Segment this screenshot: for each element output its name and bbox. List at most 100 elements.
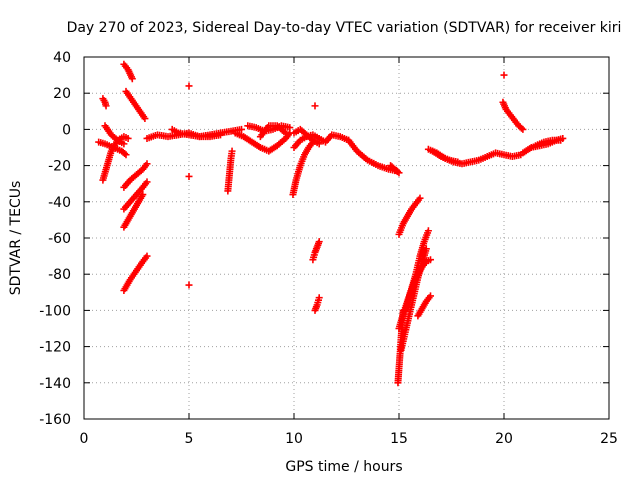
data-point-interp [399,312,407,320]
data-point-interp [214,131,222,139]
data-point-interp [284,123,292,131]
series-arc-15h-2 [395,194,424,238]
x-tick-label: 15 [390,431,408,447]
data-point-interp [125,214,133,222]
series-arc-11h-2 [309,238,323,264]
data-point-interp [392,166,400,174]
series-arc-17h-b [429,147,462,166]
data-point-interp [417,265,425,273]
data-point-interp [107,143,115,151]
y-tick-label: 40 [53,50,71,66]
data-point-interp [121,150,129,158]
data-point-interp [425,294,433,302]
series-arc-low-1 [120,160,151,191]
x-tick-label: 0 [80,431,89,447]
data-point-interp [372,161,380,169]
data-point-interp [122,134,130,142]
data-point-interp [102,100,110,108]
series-arc-late-b [532,136,565,150]
plot-frame [83,56,610,420]
series-arc-high-2 [122,87,149,123]
data-point-interp [405,312,413,320]
data-point-interp [125,200,133,208]
data-point-interp [296,164,304,172]
y-axis-title: SDTVAR / TECUs [8,181,24,296]
data-point-interp [413,272,421,280]
data-point-interp [127,73,135,81]
data-point [185,82,193,90]
data-point-interp [140,113,148,121]
data-point-interp [255,142,263,150]
y-tick-label: -60 [48,231,71,247]
y-tick-label: 0 [62,122,71,138]
y-tick-label: -100 [39,303,71,319]
data-point-interp [401,330,409,338]
data-point-interp [515,151,523,159]
data-point-interp [405,294,413,302]
y-tick-label: -40 [48,195,71,211]
series-arc-15h-5 [401,256,434,314]
data-point-interp [473,157,481,165]
data-point-interp [505,109,513,117]
x-tick-label: 20 [495,431,513,447]
series-arc-early-1 [99,95,110,110]
data-point-interp [409,281,417,289]
data-point-interp [312,303,320,311]
data-point-interp [312,245,320,253]
data-point-interp [292,178,300,186]
data-point-interp [382,164,390,172]
series-arc-10h-3 [290,131,353,151]
grid-lines [84,57,609,419]
data-point-interp [424,257,432,265]
data-point-interp [420,240,428,248]
data-point-interp [481,153,489,161]
data-point-interp [424,229,432,237]
series-arc-early-3 [95,138,130,159]
data-point-interp [435,151,443,159]
data-point [500,71,508,79]
data-point-interp [326,133,334,141]
data-point-interp [452,158,460,166]
series-arc-11h-3 [311,294,323,314]
data-point-interp [410,201,418,209]
data-point-interp [137,185,145,193]
data-point-interp [99,139,107,147]
data-points [95,60,567,387]
data-point-interp [518,124,525,132]
data-point-interp [394,168,402,176]
series-arc-low-2 [120,178,151,213]
y-tick-label: -20 [48,159,71,175]
y-tick-label: -160 [39,412,71,428]
data-point-interp [118,139,126,147]
data-point-interp [407,207,415,215]
data-point-interp [415,196,423,204]
series-arc-mid-1 [231,129,294,155]
data-point-interp [123,64,131,72]
data-point-interp [417,306,425,314]
y-tick-label: 20 [53,86,71,102]
data-point-interp [398,222,406,230]
data-point-interp [131,203,139,211]
x-tick-label: 5 [185,431,194,447]
series-arc-20h-2 [499,98,527,133]
data-point-interp [509,115,517,123]
data-point-interp [250,123,258,131]
series-arc-10h-1 [289,138,317,199]
series-arc-5h-2 [185,172,193,180]
data-point-interp [388,163,396,171]
series-arc-5h-1 [185,82,193,90]
data-point-interp [304,145,312,153]
series-arc-7h [224,147,236,195]
data-point [185,281,193,289]
data-point-interp [526,145,534,153]
data-point-interp [315,296,322,304]
data-point-interp [310,251,318,259]
data-point-interp [555,136,563,144]
data-point-interp [142,180,150,188]
data-point-interp [107,149,115,157]
data-point-interp [127,95,135,103]
data-point-interp [228,150,236,158]
data-point-interp [119,148,127,156]
y-tick-label: -140 [39,376,71,392]
